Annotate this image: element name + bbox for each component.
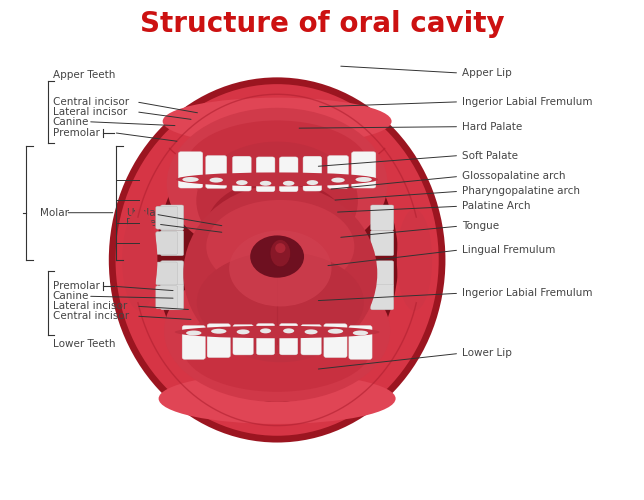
FancyBboxPatch shape [324,324,347,358]
FancyBboxPatch shape [301,324,321,355]
Ellipse shape [305,330,317,334]
Ellipse shape [182,177,199,182]
Ellipse shape [236,180,248,185]
FancyBboxPatch shape [370,205,393,231]
Ellipse shape [211,329,227,334]
Ellipse shape [209,178,223,182]
Ellipse shape [122,209,157,310]
Text: Pharyngopalatine arch: Pharyngopalatine arch [462,186,580,196]
Ellipse shape [183,304,372,392]
Ellipse shape [158,373,395,424]
FancyBboxPatch shape [205,156,227,188]
Text: Apper Teeth: Apper Teeth [53,70,115,80]
Ellipse shape [236,330,250,334]
Ellipse shape [283,328,294,334]
FancyBboxPatch shape [328,156,348,188]
Text: Ingerior Labial Fremulum: Ingerior Labial Fremulum [462,288,592,298]
FancyBboxPatch shape [160,261,184,286]
Text: Premolar: Premolar [53,128,100,138]
Text: Central incisor: Central incisor [53,311,129,321]
Ellipse shape [186,330,202,336]
Ellipse shape [184,184,377,362]
Ellipse shape [331,178,345,182]
Text: Ingerior Labial Fremulum: Ingerior Labial Fremulum [462,97,592,107]
Ellipse shape [163,98,392,145]
Ellipse shape [185,120,368,214]
Text: Lower Lip: Lower Lip [462,348,512,358]
FancyBboxPatch shape [233,324,253,355]
Text: Fauces: Fauces [126,218,162,228]
FancyBboxPatch shape [160,230,184,256]
Ellipse shape [164,260,390,402]
Text: Tongue: Tongue [462,221,499,231]
Ellipse shape [260,181,271,186]
Text: Structure of oral cavity: Structure of oral cavity [140,10,504,38]
FancyBboxPatch shape [256,324,274,355]
Text: Lingual Fremulum: Lingual Fremulum [462,245,555,255]
FancyBboxPatch shape [279,324,298,355]
FancyBboxPatch shape [160,205,184,231]
FancyBboxPatch shape [182,326,205,360]
Ellipse shape [397,209,432,310]
Text: Palatine Arch: Palatine Arch [462,201,530,211]
Text: Apper Lip: Apper Lip [462,68,511,78]
FancyBboxPatch shape [303,156,322,191]
Text: Central incisor: Central incisor [53,97,129,107]
Ellipse shape [240,226,315,280]
Ellipse shape [206,200,354,293]
Ellipse shape [175,326,379,338]
Text: Molar: Molar [40,208,69,218]
Text: Canine: Canine [53,291,89,301]
Text: Lateral incisor: Lateral incisor [53,107,127,117]
Text: Uvula: Uvula [126,208,156,218]
Ellipse shape [223,211,331,282]
FancyBboxPatch shape [352,152,376,188]
Ellipse shape [283,181,294,186]
Ellipse shape [197,252,364,353]
FancyBboxPatch shape [156,206,178,229]
Text: Soft Palate: Soft Palate [462,150,518,160]
FancyBboxPatch shape [156,286,178,308]
Ellipse shape [353,330,368,336]
FancyBboxPatch shape [232,156,251,191]
FancyBboxPatch shape [370,230,393,256]
FancyBboxPatch shape [370,284,393,310]
FancyBboxPatch shape [349,326,372,360]
Text: Glossopalatine arch: Glossopalatine arch [462,172,565,181]
Ellipse shape [355,177,372,182]
Ellipse shape [250,236,304,278]
Ellipse shape [196,142,358,260]
FancyBboxPatch shape [279,157,298,192]
Text: Hard Palate: Hard Palate [462,122,522,132]
Ellipse shape [275,243,285,253]
Ellipse shape [207,180,347,272]
Text: Canine: Canine [53,116,89,126]
FancyBboxPatch shape [160,284,184,310]
Ellipse shape [109,78,446,442]
FancyBboxPatch shape [207,324,231,358]
Ellipse shape [156,118,398,402]
FancyBboxPatch shape [178,152,203,188]
Ellipse shape [167,108,388,260]
FancyBboxPatch shape [370,261,393,286]
Text: Lateral incisor: Lateral incisor [53,301,127,311]
Text: Premolar: Premolar [53,282,100,292]
FancyBboxPatch shape [256,157,275,192]
Text: Lower Teeth: Lower Teeth [53,340,115,349]
Ellipse shape [260,328,271,334]
FancyBboxPatch shape [156,232,178,254]
FancyBboxPatch shape [156,262,178,285]
Ellipse shape [115,84,439,436]
Ellipse shape [307,180,318,185]
Ellipse shape [328,329,343,334]
Ellipse shape [270,240,290,267]
Ellipse shape [229,230,332,306]
Ellipse shape [176,172,378,186]
